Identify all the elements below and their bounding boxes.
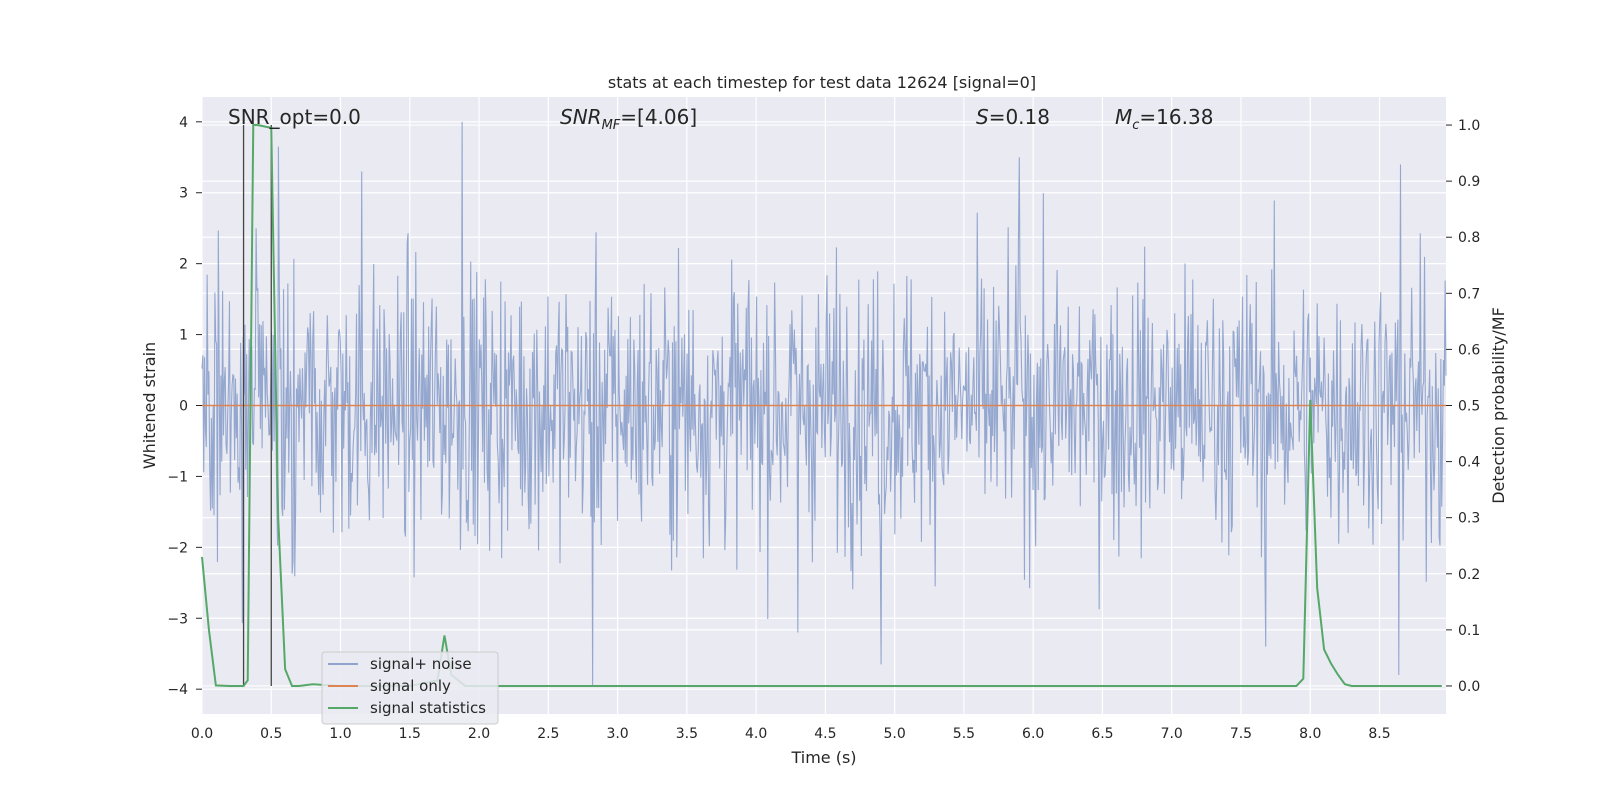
y-tick-label: 0 <box>179 399 188 415</box>
annotation-mc-symbol: M <box>1115 105 1132 129</box>
x-tick-label: 8.0 <box>1299 726 1321 742</box>
y-tick-label: −4 <box>167 682 188 698</box>
y2-tick-label: 1.0 <box>1458 118 1480 134</box>
annotation-s: S=0.18 <box>976 105 1050 129</box>
x-tick-label: 3.0 <box>606 726 628 742</box>
y-tick-label: 2 <box>179 257 188 273</box>
y2-tick-label: 0.7 <box>1458 286 1480 302</box>
y2-axis-ticks: 0.0 0.1 0.2 0.3 0.4 0.5 0.6 0.7 0.8 0.9 1.0 <box>1446 118 1480 695</box>
x-tick-label: 2.0 <box>468 726 490 742</box>
y2-tick-label: 0.1 <box>1458 623 1480 639</box>
y-tick-label: 3 <box>179 186 188 202</box>
annotation-snr-mf: SNRMF=[4.06] <box>560 105 697 133</box>
annotation-s-value: =0.18 <box>989 105 1050 129</box>
y2-axis-label: Detection probability/MF <box>1489 307 1508 504</box>
x-tick-label: 4.0 <box>745 726 767 742</box>
y-axis-label: Whitened strain <box>140 342 159 469</box>
y2-tick-label: 0.5 <box>1458 399 1480 415</box>
y2-tick-label: 0.9 <box>1458 174 1480 190</box>
annotation-mc-value: =16.38 <box>1139 105 1213 129</box>
y2-tick-label: 0.0 <box>1458 679 1480 695</box>
y-tick-label: −1 <box>167 469 188 485</box>
x-tick-label: 3.5 <box>676 726 698 742</box>
y2-tick-label: 0.4 <box>1458 455 1480 471</box>
annotation-mc: Mc=16.38 <box>1115 105 1213 133</box>
y2-tick-label: 0.6 <box>1458 342 1480 358</box>
x-tick-label: 7.5 <box>1230 726 1252 742</box>
x-axis-label: Time (s) <box>790 748 856 767</box>
legend-label-signal-only: signal only <box>370 677 451 695</box>
y-tick-label: 1 <box>179 328 188 344</box>
x-tick-label: 2.5 <box>537 726 559 742</box>
vertical-markers <box>242 125 272 686</box>
y2-tick-label: 0.8 <box>1458 230 1480 246</box>
chart-title: stats at each timestep for test data 126… <box>608 73 1036 92</box>
annotation-snr-opt: SNR_opt=0.0 <box>228 105 361 129</box>
x-tick-label: 6.5 <box>1091 726 1113 742</box>
x-tick-label: 7.0 <box>1161 726 1183 742</box>
series-signal-noise <box>201 121 1447 686</box>
y-tick-label: 4 <box>179 115 188 131</box>
legend-label-signal-statistics: signal statistics <box>370 699 486 717</box>
annotation-s-symbol: S <box>976 105 989 129</box>
x-tick-label: 0.0 <box>191 726 213 742</box>
x-tick-label: 1.5 <box>399 726 421 742</box>
y2-tick-label: 0.2 <box>1458 567 1480 583</box>
x-tick-label: 5.5 <box>953 726 975 742</box>
x-tick-label: 4.5 <box>814 726 836 742</box>
y-tick-label: −2 <box>167 540 188 556</box>
x-tick-label: 5.0 <box>884 726 906 742</box>
annotation-snr-mf-symbol: SNR <box>560 105 602 129</box>
series-line-signal-noise <box>201 121 1447 686</box>
legend-box <box>321 651 499 725</box>
x-tick-label: 1.0 <box>329 726 351 742</box>
y-axis-ticks: −4 −3 −2 −1 0 1 2 3 4 <box>167 115 202 698</box>
annotation-snr-mf-subscript: MF <box>602 118 621 133</box>
legend-label-signal-noise: signal+ noise <box>370 655 472 673</box>
x-tick-label: 8.5 <box>1368 726 1390 742</box>
annotation-snr-mf-value: =[4.06] <box>620 105 697 129</box>
annotation-mc-subscript: c <box>1132 118 1139 133</box>
x-axis-ticks: 0.0 0.5 1.0 1.5 2.0 2.5 3.0 3.5 4.0 4.5 5.0 5.5 6.0 6… <box>191 726 1391 742</box>
x-tick-label: 6.0 <box>1022 726 1044 742</box>
x-tick-label: 0.5 <box>260 726 282 742</box>
y-tick-label: −3 <box>167 611 188 627</box>
legend: signal+ noise signal only signal statist… <box>321 651 499 725</box>
y2-tick-label: 0.3 <box>1458 511 1480 527</box>
